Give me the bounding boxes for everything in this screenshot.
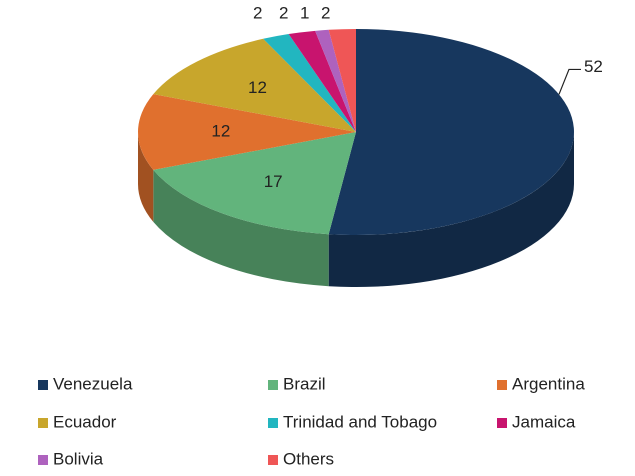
legend-swatch — [268, 418, 278, 428]
pie-side — [328, 132, 574, 287]
legend-label: Jamaica — [512, 412, 576, 431]
legend-swatch — [268, 380, 278, 390]
pie-slice — [328, 29, 574, 235]
pie-slice — [153, 132, 356, 235]
pie-slice — [153, 38, 356, 133]
legend-swatch — [497, 418, 507, 428]
data-label: 12 — [248, 78, 267, 97]
data-label: 12 — [211, 121, 230, 140]
pie-side — [153, 169, 329, 287]
legend-swatch — [38, 455, 48, 465]
legend-label: Ecuador — [53, 412, 117, 431]
pie-slice — [263, 34, 356, 132]
legend-swatch — [268, 455, 278, 465]
legend-label: Venezuela — [53, 374, 133, 393]
pie-slice — [315, 29, 356, 132]
data-label: 1 — [300, 3, 309, 22]
data-label: 2 — [279, 3, 288, 22]
legend-label: Brazil — [283, 374, 326, 393]
legend-swatch — [497, 380, 507, 390]
legend-label: Others — [283, 449, 334, 468]
legend-label: Trinidad and Tobago — [283, 412, 437, 431]
pie-slice — [138, 94, 356, 170]
legend-label: Bolivia — [53, 449, 104, 468]
legend-swatch — [38, 380, 48, 390]
data-label: 2 — [253, 3, 262, 22]
pie-slice — [328, 29, 356, 132]
leader-line — [558, 68, 581, 95]
data-label: 2 — [321, 3, 330, 22]
legend-swatch — [38, 418, 48, 428]
data-label: 17 — [264, 172, 283, 191]
pie-side — [138, 132, 154, 222]
legend-label: Argentina — [512, 374, 585, 393]
data-label: 52 — [584, 57, 603, 76]
pie-slice — [288, 30, 356, 132]
